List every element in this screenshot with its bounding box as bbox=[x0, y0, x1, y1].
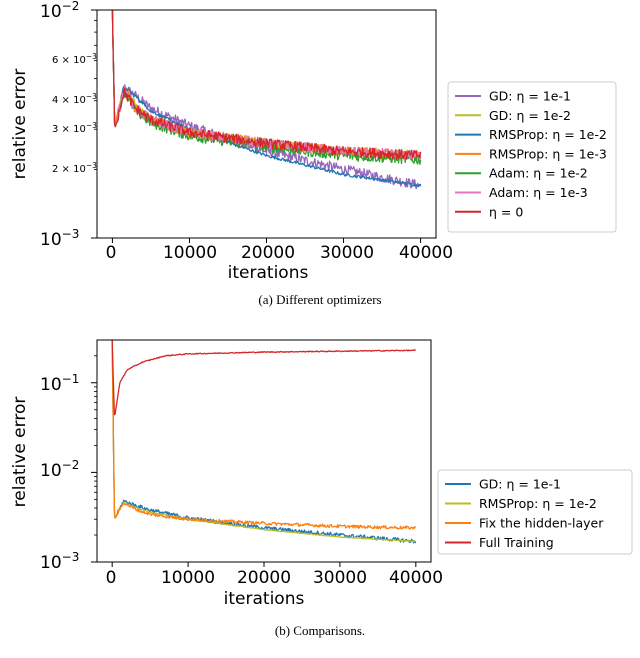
panel-a-ytick-minor-label: 4 × 10−3 bbox=[52, 92, 97, 106]
panel-b-legend: GD: η = 1e-1 RMSProp: η = 1e-2 Fix the hid… bbox=[437, 469, 633, 555]
panel-a-xtick-label: 0 bbox=[106, 243, 117, 263]
panel-a-axes-frame bbox=[96, 9, 437, 239]
panel-b-xtick-label: 0 bbox=[106, 568, 117, 588]
legend-label: Full Training bbox=[479, 535, 554, 550]
series-line-7 bbox=[111, 10, 422, 160]
panel-b: 10−1 10−2 10−3 0 10000 20000 30000 40000… bbox=[10, 339, 633, 638]
panel-b-xlabel: iterations bbox=[224, 589, 305, 609]
series-line-1 bbox=[111, 10, 422, 190]
series-line-3 bbox=[111, 340, 417, 530]
panel-a-xtick-label: 20000 bbox=[241, 243, 295, 263]
panel-a-xtick-label: 40000 bbox=[399, 243, 453, 263]
panel-b-ytick-label: 10−2 bbox=[40, 458, 79, 481]
series-line-2 bbox=[111, 340, 417, 543]
panel-a-ytick-label: 10−2 bbox=[40, 0, 79, 22]
panel-b-xtick-label: 10000 bbox=[161, 568, 215, 588]
panel-b-caption: (b) Comparisons. bbox=[275, 623, 365, 638]
series-line-6 bbox=[111, 10, 422, 161]
panel-b-series bbox=[111, 340, 417, 544]
panel-b-ytick-label: 10−3 bbox=[40, 550, 79, 573]
panel-b-legend-box bbox=[437, 469, 633, 555]
panel-a-legend-box bbox=[447, 81, 617, 233]
series-line-4 bbox=[111, 10, 422, 161]
series-line-3 bbox=[111, 10, 422, 188]
panel-a-ytick-minor-label: 2 × 10−3 bbox=[52, 161, 97, 175]
series-line-4 bbox=[111, 340, 416, 416]
panel-b-xtick-label: 30000 bbox=[313, 568, 367, 588]
legend-label: GD: η = 1e-1 bbox=[479, 477, 561, 492]
legend-label: GD: η = 1e-1 bbox=[489, 89, 571, 104]
panel-a-xtick-label: 10000 bbox=[163, 243, 217, 263]
legend-label: RMSProp: η = 1e-2 bbox=[479, 496, 597, 511]
panel-a-ytick-label: 10−3 bbox=[40, 227, 79, 250]
panel-a-ytick-minor-label: 3 × 10−3 bbox=[52, 121, 97, 135]
panel-a-xlabel: iterations bbox=[228, 263, 309, 283]
panel-a-caption: (a) Different optimizers bbox=[258, 292, 381, 307]
panel-a-series bbox=[111, 10, 422, 190]
panel-b-ylabel: relative error bbox=[10, 397, 30, 508]
panel-a-ytick-minor-label: 6 × 10−3 bbox=[52, 52, 97, 66]
legend-label: RMSProp: η = 1e-3 bbox=[489, 146, 607, 161]
legend-label: Adam: η = 1e-2 bbox=[489, 166, 588, 181]
legend-label: RMSProp: η = 1e-2 bbox=[489, 127, 607, 142]
panel-a-ylabel: relative error bbox=[10, 69, 30, 180]
panel-b-ytick-label: 10−1 bbox=[40, 372, 79, 395]
legend-label: GD: η = 1e-2 bbox=[489, 108, 571, 123]
series-line-2 bbox=[111, 10, 422, 161]
panel-a-legend: GD: η = 1e-1 GD: η = 1e-2 RMSProp: η = 1e-… bbox=[447, 81, 617, 233]
legend-label: η = 0 bbox=[489, 204, 523, 219]
panel-a-xtick-label: 30000 bbox=[320, 243, 374, 263]
panel-b-ticks bbox=[91, 355, 417, 567]
legend-label: Adam: η = 1e-3 bbox=[489, 185, 588, 200]
series-line-1 bbox=[111, 340, 417, 544]
legend-label: Fix the hidden-layer bbox=[479, 516, 604, 531]
panel-b-xtick-label: 40000 bbox=[389, 568, 443, 588]
panel-a-ticks bbox=[91, 9, 422, 243]
panel-a: 10−2 10−3 6 × 10−3 4 × 10−3 3 × 10−3 2 ×… bbox=[10, 0, 617, 307]
panel-b-xtick-label: 20000 bbox=[237, 568, 291, 588]
